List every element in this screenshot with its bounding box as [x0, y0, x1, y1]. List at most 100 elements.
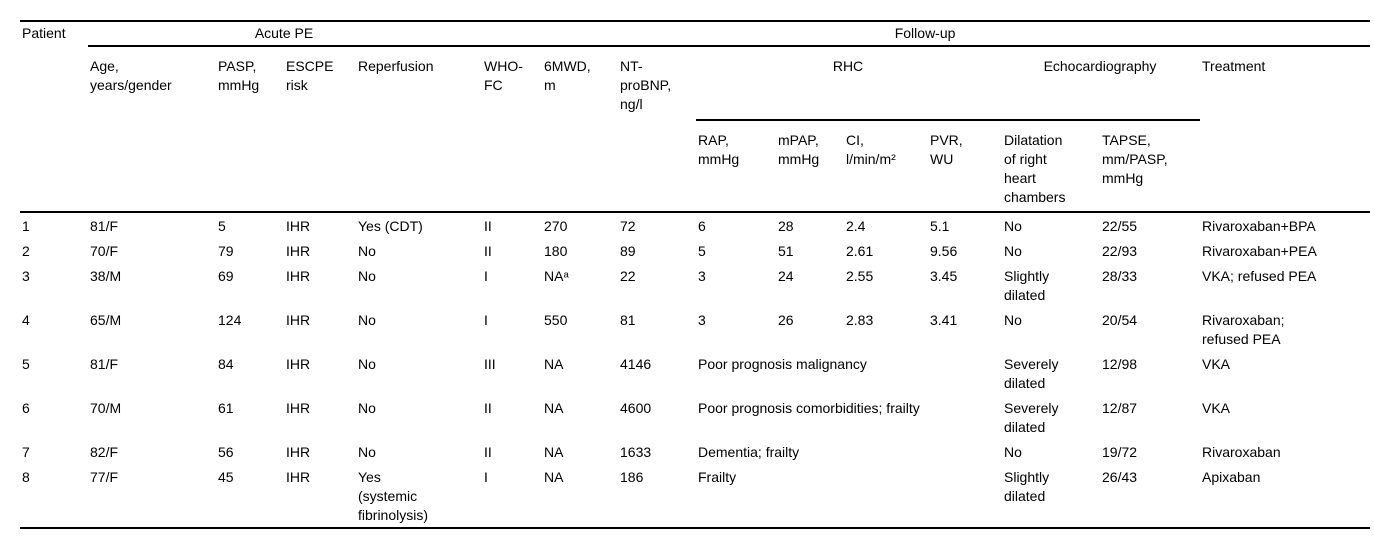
cell-nt-probnp: 4600 [620, 400, 652, 416]
col-header-mpap: mPAP, mmHg [778, 132, 820, 167]
cell-rap: 3 [698, 268, 706, 284]
cell-pvr: 3.45 [930, 268, 958, 284]
col-header-nt-probnp: NT- proBNP, ng/l [620, 58, 672, 112]
cell-tapse: 26/43 [1102, 469, 1138, 485]
cell-treatment: Apixaban [1202, 469, 1261, 485]
cell-reperfusion: No [358, 268, 376, 284]
cell-pasp: 79 [218, 243, 234, 259]
cell-nt-probnp: 89 [620, 243, 636, 259]
table-row: 4 65/M 124 IHR No I 550 81 3 26 2.83 3.41 No 20/54 Riv… [20, 307, 1370, 351]
cell-dilatation: No [1004, 218, 1022, 234]
group-header-row: Patient Acute PE Follow-up [20, 21, 1371, 47]
table-body: 1 81/F 5 IHR Yes (CDT) II 270 72 6 28 2.4 5.1 No 22/5… [20, 212, 1371, 528]
cell-dilatation: No [1004, 312, 1022, 328]
cell-dilatation: Slightly dilated [1004, 268, 1050, 303]
cell-patient: 8 [22, 469, 30, 485]
table-row: 1 81/F 5 IHR Yes (CDT) II 270 72 6 28 2.4 5.1 No 22/5… [20, 212, 1370, 238]
cell-ci: 2.4 [846, 218, 866, 234]
cell-patient: 6 [22, 400, 30, 416]
cell-treatment: Rivaroxaban; refused PEA [1202, 312, 1285, 347]
cell-who-fc: III [484, 356, 496, 372]
cell-age: 70/F [90, 243, 119, 259]
col-header-reperfusion: Reperfusion [358, 58, 434, 74]
cell-rap: 5 [698, 243, 706, 259]
cell-patient: 4 [22, 312, 30, 328]
cell-rap: 3 [698, 312, 706, 328]
cell-age: 38/M [90, 268, 122, 284]
table-row: 8 77/F 45 IHR Yes (systemic fibrinolysis) I NA… [20, 464, 1370, 528]
cell-rap: Dementia; frailty [698, 444, 800, 460]
cell-6mwd: 180 [544, 243, 568, 259]
cell-treatment: VKA [1202, 356, 1231, 372]
cell-escpe-risk: IHR [286, 312, 311, 328]
table-row: 6 70/M 61 IHR No II NA 4600 Poor prognosis comor… [20, 395, 1370, 439]
cell-pasp: 56 [218, 444, 234, 460]
cell-tapse: 12/98 [1102, 356, 1138, 372]
cell-escpe-risk: IHR [286, 400, 311, 416]
cell-escpe-risk: IHR [286, 469, 311, 485]
col-header-escpe-risk: ESCPE risk [286, 58, 334, 93]
cell-6mwd: 550 [544, 312, 568, 328]
cell-tapse: 22/55 [1102, 218, 1138, 234]
col-header-dilatation: Dilatation of right heart chambers [1004, 132, 1066, 205]
table-row: 5 81/F 84 IHR No III NA 4146 Poor prognosis mali… [20, 351, 1370, 395]
patients-table-container: Patient Acute PE Follow-up Age, years/ge… [20, 20, 1371, 529]
cell-ci: 2.61 [846, 243, 874, 259]
cell-nt-probnp: 186 [620, 469, 644, 485]
cell-age: 82/F [90, 444, 119, 460]
cell-treatment: VKA [1202, 400, 1231, 416]
cell-who-fc: II [484, 444, 492, 460]
cell-6mwd: 270 [544, 218, 568, 234]
cell-who-fc: I [484, 312, 488, 328]
cell-6mwd: NA [544, 469, 564, 485]
cell-dilatation: No [1004, 243, 1022, 259]
cell-age: 81/F [90, 356, 119, 372]
group-header-rhc: RHC [696, 46, 1002, 121]
cell-mpap: 24 [778, 268, 794, 284]
cell-reperfusion: No [358, 444, 376, 460]
cell-escpe-risk: IHR [286, 218, 311, 234]
cell-treatment: Rivaroxaban+PEA [1202, 243, 1317, 259]
cell-rap: Poor prognosis comorbidities; frailty [698, 400, 920, 416]
col-header-who-fc: WHO- FC [484, 58, 523, 93]
cell-tapse: 19/72 [1102, 444, 1138, 460]
cell-nt-probnp: 22 [620, 268, 636, 284]
cell-ci: 2.83 [846, 312, 874, 328]
cell-age: 65/M [90, 312, 122, 328]
col-header-age: Age, years/gender [90, 58, 172, 93]
sub-header-row: RAP, mmHg mPAP, mmHg CI, l/min/m² PVR, W… [20, 120, 1370, 212]
cell-ci: 2.55 [846, 268, 874, 284]
column-header-row: Age, years/gender PASP, mmHg ESCPE risk … [20, 46, 1370, 121]
cell-escpe-risk: IHR [286, 268, 311, 284]
cell-treatment: Rivaroxaban [1202, 444, 1281, 460]
cell-treatment: VKA; refused PEA [1202, 268, 1317, 284]
col-header-tapse: TAPSE, mm/PASP, mmHg [1102, 132, 1168, 186]
group-header-acute-pe: Acute PE [88, 21, 482, 47]
cell-6mwd: NA [544, 400, 564, 416]
cell-age: 81/F [90, 218, 119, 234]
cell-nt-probnp: 81 [620, 312, 636, 328]
table-row: 7 82/F 56 IHR No II NA 1633 Dementia; frailty No 1… [20, 439, 1370, 464]
table-row: 2 70/F 79 IHR No II 180 89 5 51 2.61 9.56 No 22/93 Riv… [20, 238, 1370, 263]
cell-rap: Poor prognosis malignancy [698, 356, 867, 372]
cell-age: 77/F [90, 469, 119, 485]
cell-who-fc: II [484, 400, 492, 416]
cell-pasp: 45 [218, 469, 234, 485]
cell-6mwd: NAᵃ [544, 268, 569, 284]
cell-mpap: 51 [778, 243, 794, 259]
col-header-patient: Patient [22, 25, 66, 41]
cell-pasp: 84 [218, 356, 234, 372]
cell-treatment: Rivaroxaban+BPA [1202, 218, 1316, 234]
cell-nt-probnp: 72 [620, 218, 636, 234]
cell-escpe-risk: IHR [286, 243, 311, 259]
col-header-ci: CI, l/min/m² [846, 132, 896, 167]
cell-pvr: 5.1 [930, 218, 950, 234]
cell-nt-probnp: 1633 [620, 444, 652, 460]
col-header-rap: RAP, mmHg [698, 132, 740, 167]
cell-dilatation: Severely dilated [1004, 356, 1059, 391]
cell-tapse: 20/54 [1102, 312, 1138, 328]
cell-patient: 1 [22, 218, 30, 234]
cell-rap: Frailty [698, 469, 737, 485]
cell-escpe-risk: IHR [286, 356, 311, 372]
col-header-6mwd: 6MWD, m [544, 58, 591, 93]
